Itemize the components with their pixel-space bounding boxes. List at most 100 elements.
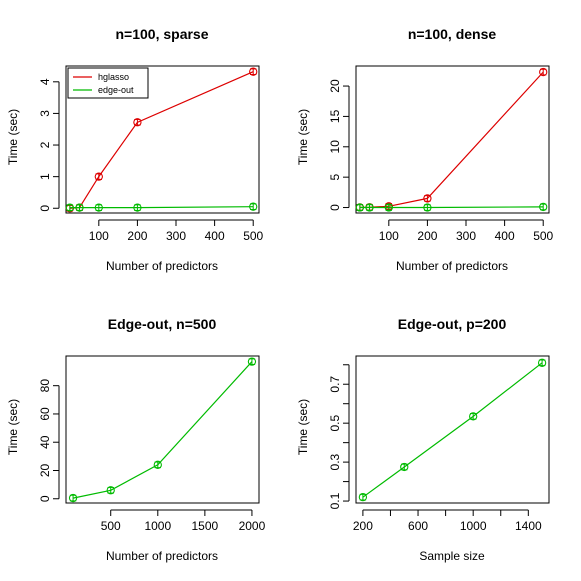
data-point-edge-out [94,203,103,212]
y-tick-label: 60 [38,407,52,421]
y-tick-label: 2 [38,141,52,148]
data-point-edge-out [539,202,548,212]
point-marker [94,172,103,181]
data-point-edge-out [75,203,84,212]
y-axis-label: Time (sec) [296,399,310,455]
point-marker [65,203,75,212]
y-tick-label: 20 [38,463,52,477]
plot-frame [65,355,260,504]
point-marker [423,194,432,203]
panel-edgeout-p200: Edge-out, p=200 Sample size Time (sec) [296,316,506,563]
point-marker [355,203,365,212]
y-tick-label: 80 [38,379,52,393]
x-tick-label: 400 [495,229,515,243]
legend-label: edge-out [98,85,134,95]
x-tick-label: 200 [353,519,373,533]
data-point-edge-out [153,460,162,469]
point-marker [537,358,547,367]
point-marker [400,462,409,472]
x-tick-label: 2000 [239,519,266,533]
data-point-hglasso [539,67,548,77]
x-tick-label: 500 [243,229,263,243]
data-point-edge-out [400,462,409,472]
data-point-hglasso [249,67,258,76]
plot-frame [355,65,550,214]
chart-plot-1: 100 200 300 400 500 0 1 2 3 4 hglasso edge-out [38,65,264,243]
point-marker [68,493,78,503]
y-tick-label: 0.7 [328,376,342,393]
point-marker [539,67,548,77]
data-point-hglasso [94,172,103,181]
panel-dense: n=100, dense Number of predictors Time (… [296,26,508,273]
chart-plot-3: 500 1000 1500 2000 0 20 40 60 80 [38,355,266,533]
x-tick-label: 100 [89,229,109,243]
y-tick-label: 0 [38,495,52,502]
x-tick-label: 1000 [460,519,487,533]
x-axis-label: Number of predictors [106,259,218,273]
point-marker [153,460,162,469]
x-axis-label: Number of predictors [106,549,218,563]
y-tick-label: 4 [38,78,52,85]
point-marker [365,203,374,212]
point-marker [358,493,368,502]
point-marker [133,118,142,127]
point-marker [423,203,432,212]
data-point-edge-out [247,357,257,366]
data-point-hglasso [133,118,142,127]
y-tick-label: 0.3 [328,453,342,470]
y-axis-label: Time (sec) [6,399,20,455]
point-marker [249,67,258,76]
y-tick-label: 40 [38,435,52,449]
x-tick-label: 200 [127,229,147,243]
x-tick-label: 400 [205,229,225,243]
x-tick-label: 300 [456,229,476,243]
series-line-edge-out [72,361,253,499]
point-marker [94,203,103,212]
data-point-edge-out [358,493,368,502]
legend: hglasso edge-out [67,67,149,99]
chart-plot-4: 200 600 1000 1400 0.1 0.3 0.5 0.7 [328,355,550,533]
y-tick-label: 0.5 [328,415,342,432]
series-line-hglasso [359,71,544,208]
x-tick-label: 200 [417,229,437,243]
y-tick-label: 5 [328,174,342,181]
data-point-edge-out [65,203,75,212]
data-point-edge-out [249,202,258,211]
y-tick-label: 1 [38,173,52,180]
y-tick-label: 20 [328,79,342,93]
point-marker [75,203,84,212]
y-tick-label: 0.1 [328,492,342,509]
point-marker [384,203,393,212]
x-tick-label: 600 [408,519,428,533]
point-marker [133,203,142,212]
data-point-edge-out [384,203,393,212]
point-marker [106,486,115,495]
legend-box [67,67,149,99]
y-tick-label: 15 [328,109,342,123]
legend-label: hglasso [98,72,129,82]
y-tick-label: 0 [328,204,342,211]
plot-frame [65,65,260,214]
panel-title: n=100, dense [408,26,497,42]
chart-plot-2: 100 200 300 400 500 0 5 10 15 20 [328,65,554,243]
y-axis-label: Time (sec) [6,109,20,165]
data-point-edge-out [355,203,365,212]
panel-title: n=100, sparse [115,26,208,42]
series-line-edge-out [69,206,254,209]
data-point-hglasso [423,194,432,203]
series-line-edge-out [362,362,543,498]
data-point-edge-out [365,203,374,212]
x-tick-label: 1500 [192,519,219,533]
data-point-edge-out [106,486,115,495]
y-axis-label: Time (sec) [296,109,310,165]
panel-title: Edge-out, n=500 [108,316,217,332]
data-point-edge-out [469,412,478,421]
data-point-edge-out [68,493,78,503]
panel-title: Edge-out, p=200 [398,316,507,332]
plot-frame [355,355,550,504]
x-tick-label: 300 [166,229,186,243]
x-tick-label: 500 [101,519,121,533]
data-point-edge-out [133,203,142,212]
data-point-edge-out [537,358,547,367]
